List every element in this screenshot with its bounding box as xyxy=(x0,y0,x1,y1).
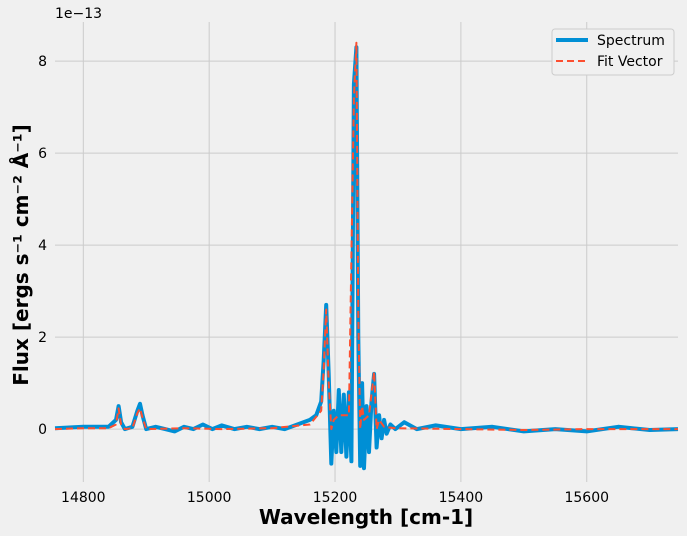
y-tick-label: 8 xyxy=(38,54,47,70)
y-tick-label: 6 xyxy=(38,146,47,162)
x-tick-label: 15600 xyxy=(564,490,609,506)
x-tick-label: 15400 xyxy=(439,490,484,506)
legend: Spectrum Fit Vector xyxy=(551,28,675,76)
legend-label-spectrum: Spectrum xyxy=(597,33,665,49)
y-tick-label: 2 xyxy=(38,330,47,346)
series-layer xyxy=(54,41,679,471)
x-tick-label: 14800 xyxy=(61,490,106,506)
tick-labels: 14800 15000 15200 15400 15600 0 2 4 6 8 xyxy=(38,54,609,506)
y-scale-label: 1e−13 xyxy=(55,6,102,22)
x-tick-label: 15200 xyxy=(313,490,358,506)
y-axis-label: Flux [ergs s⁻¹ cm⁻² Å⁻¹] xyxy=(9,124,33,385)
x-axis-label: Wavelength [cm-1] xyxy=(259,505,473,529)
y-tick-label: 0 xyxy=(38,422,47,438)
legend-label-fit-vector: Fit Vector xyxy=(597,54,663,70)
series-line-fit-vector xyxy=(54,41,678,431)
x-tick-label: 15000 xyxy=(187,490,232,506)
y-tick-label: 4 xyxy=(38,238,47,254)
